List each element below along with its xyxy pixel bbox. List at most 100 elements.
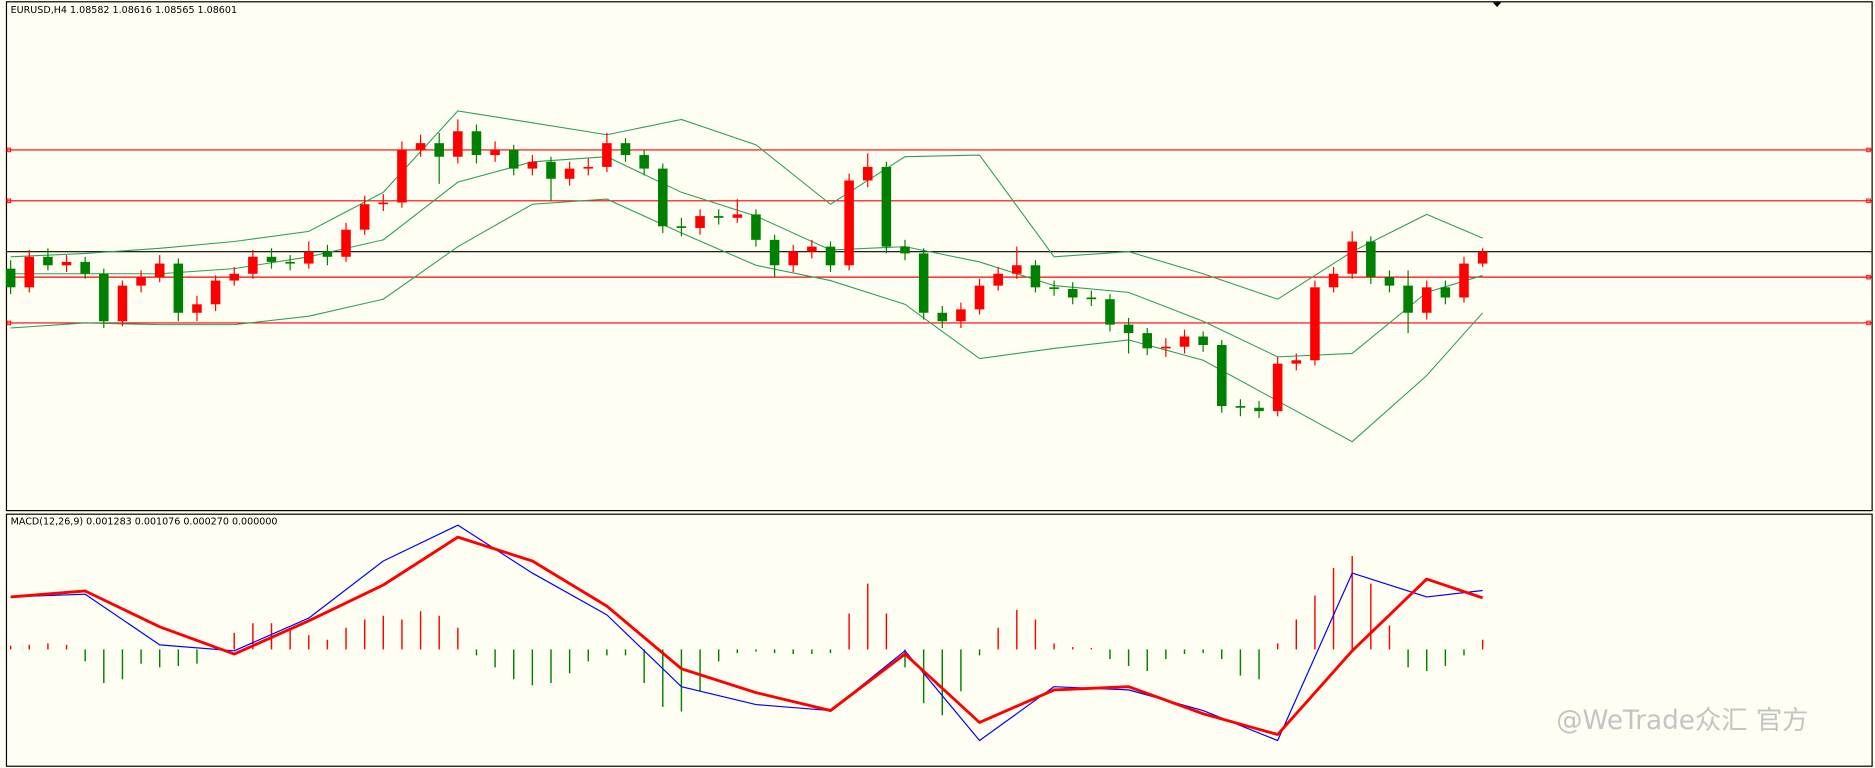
candle-body [713, 216, 724, 218]
candle-body [322, 251, 333, 257]
candle-body [564, 168, 575, 179]
macd-pane [5, 513, 1873, 767]
candle-body [900, 246, 910, 254]
level-handle [1866, 274, 1871, 280]
candle-body [303, 251, 314, 264]
candle-body [658, 168, 668, 227]
level-handle [6, 320, 12, 326]
candle-body [1328, 273, 1339, 288]
candle-body [1049, 287, 1059, 290]
candle-body [229, 273, 240, 281]
candle-body [210, 280, 221, 305]
candle-body [192, 304, 202, 313]
candle-body [99, 273, 109, 322]
candle-body [173, 263, 184, 313]
candle-body [490, 149, 500, 156]
candle-body [61, 261, 72, 266]
candle-body [1384, 277, 1395, 286]
candle-body [937, 312, 948, 322]
band-upper [10, 110, 1483, 300]
candle-body [378, 202, 389, 205]
candle-body [117, 285, 128, 322]
candle-body [1105, 299, 1115, 325]
level-handle [1866, 147, 1871, 153]
candle-body [881, 166, 892, 247]
price-title: EURUSD,H4 1.08582 1.08616 1.08565 1.0860… [11, 5, 237, 16]
candle-body [1086, 297, 1097, 300]
candle-body [695, 216, 705, 228]
macd-signal-line [10, 535, 1484, 736]
level-handle [1866, 320, 1871, 326]
candle-body [1310, 287, 1320, 361]
candle-body [639, 155, 649, 169]
candle-body [1347, 241, 1357, 274]
candle-body [359, 204, 370, 230]
candle-body [1198, 336, 1208, 345]
candle-body [1272, 363, 1283, 412]
candle-body [546, 161, 556, 179]
candle-body [285, 261, 295, 264]
candle-body [1459, 263, 1469, 298]
candle-body [1030, 265, 1041, 288]
candle-body [788, 251, 798, 266]
candle-body [1477, 251, 1488, 264]
candle-body [1216, 344, 1227, 407]
candle-body [1067, 289, 1078, 298]
candle-body [583, 166, 594, 169]
candle-body [453, 131, 463, 157]
macd-main-line [10, 524, 1483, 742]
candle-body [1012, 265, 1022, 274]
candle-body [397, 149, 407, 203]
candle-body [248, 256, 258, 274]
candle-body [620, 143, 631, 156]
candle-body [974, 285, 985, 310]
candle-body [825, 246, 836, 266]
price-pane [5, 1, 1873, 512]
candle-body [1123, 324, 1134, 334]
candle-body [1142, 333, 1153, 349]
candle-body [508, 149, 519, 169]
candle-body [1403, 285, 1413, 313]
level-handle [1866, 198, 1871, 204]
candle-body [956, 309, 966, 322]
candle-body [1254, 407, 1264, 412]
candle-body [676, 226, 687, 228]
macd-title: MACD(12,26,9) 0.001283 0.001076 0.000270… [11, 516, 278, 527]
candle-body [434, 143, 444, 157]
candle-body [266, 256, 277, 262]
macd-layer [9, 524, 1484, 742]
candle-body [918, 253, 929, 313]
candle-body [602, 143, 612, 167]
shift-marker [1492, 2, 1502, 8]
candle-body [732, 214, 743, 218]
candle-body [862, 166, 873, 181]
candle-body [1235, 406, 1246, 408]
band-lower [10, 198, 1484, 443]
candle-body [844, 180, 854, 266]
candle-body [471, 131, 482, 156]
candle-body [807, 246, 817, 252]
candle-body [341, 229, 351, 257]
watermark: @WeTrade众汇 官方 [1556, 706, 1808, 736]
candle-body [769, 239, 780, 266]
candle-body [43, 256, 53, 266]
candle-body [1161, 346, 1171, 349]
candle-body [1366, 241, 1376, 278]
candle-body [136, 277, 146, 286]
candle-body [527, 161, 538, 169]
candle-body [5, 268, 16, 288]
level-handle [6, 198, 12, 204]
candle-body [80, 261, 90, 274]
price-layer [5, 110, 1872, 443]
candle-body [1291, 360, 1302, 364]
candle-body [24, 256, 35, 288]
candle-body [993, 273, 1003, 286]
candle-body [1421, 287, 1432, 313]
candle-body [751, 214, 761, 240]
candle-body [154, 263, 165, 278]
candle-body [1440, 287, 1451, 298]
level-handle [6, 147, 12, 153]
candle-body [415, 143, 426, 150]
